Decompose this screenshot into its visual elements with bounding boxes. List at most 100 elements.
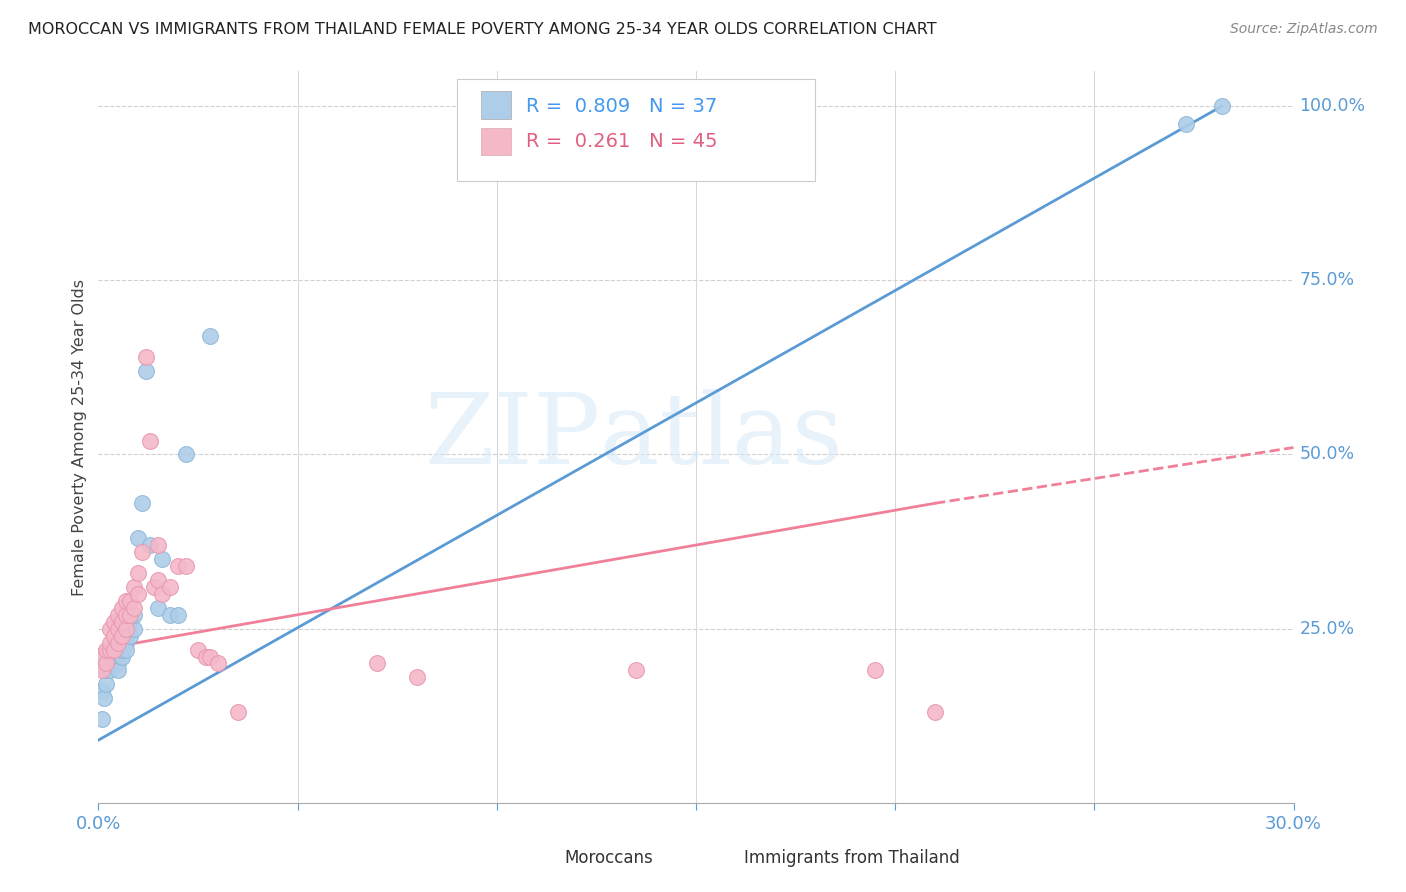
Point [103,649,125,664]
Text: R =  0.261   N = 45: R = 0.261 N = 45 [526,132,718,151]
Point [115,635,138,649]
Point [107,657,129,671]
Text: 25.0%: 25.0% [1299,620,1354,638]
Point [103,642,125,657]
FancyBboxPatch shape [457,78,815,181]
Point [93,649,115,664]
Point [96,657,118,671]
Point [198,649,221,664]
Point [135,364,157,378]
Point [90,712,112,726]
Point [150,552,173,566]
Point [115,642,138,657]
Text: R =  0.809   N = 37: R = 0.809 N = 37 [526,97,717,116]
Point [148,538,170,552]
Point [96,677,118,691]
Text: Source: ZipAtlas.com: Source: ZipAtlas.com [1230,22,1378,37]
Point [120,594,142,608]
Point [406,670,429,684]
Point [91,684,114,698]
Y-axis label: Female Poverty Among 25-34 Year Olds: Female Poverty Among 25-34 Year Olds [72,278,87,596]
Text: atlas: atlas [600,389,844,485]
Point [127,531,149,545]
Point [120,607,142,622]
Point [131,496,153,510]
Text: 50.0%: 50.0% [1299,445,1354,464]
Point [143,580,166,594]
Text: ZIP: ZIP [425,389,600,485]
Text: MOROCCAN VS IMMIGRANTS FROM THAILAND FEMALE POVERTY AMONG 25-34 YEAR OLDS CORREL: MOROCCAN VS IMMIGRANTS FROM THAILAND FEM… [28,22,936,37]
Point [924,705,946,719]
Point [167,607,190,622]
Point [96,642,118,657]
Point [174,448,197,462]
Point [98,649,122,664]
Text: 75.0%: 75.0% [1299,271,1354,289]
Point [131,545,153,559]
Point [115,594,138,608]
Point [865,664,887,678]
Point [111,642,134,657]
Point [107,635,129,649]
Point [174,558,197,573]
Point [107,607,129,622]
Point [91,664,114,678]
Point [111,629,134,643]
Point [124,607,146,622]
Point [115,607,138,622]
Point [139,434,162,448]
Point [111,600,134,615]
Text: Moroccans: Moroccans [565,848,654,867]
Point [1175,117,1198,131]
FancyBboxPatch shape [702,850,733,866]
Text: 100.0%: 100.0% [1299,97,1365,115]
Point [105,642,128,657]
Point [366,657,388,671]
Point [115,622,138,636]
Point [111,629,134,643]
Point [107,664,129,678]
Point [187,642,209,657]
Point [1211,99,1233,113]
Point [159,607,181,622]
Point [148,600,170,615]
Point [124,622,146,636]
Point [124,600,146,615]
Text: Immigrants from Thailand: Immigrants from Thailand [744,848,959,867]
Point [98,635,122,649]
Point [97,657,120,671]
Point [167,558,190,573]
Point [626,664,648,678]
Point [195,649,218,664]
Point [148,573,170,587]
Point [111,615,134,629]
Point [103,615,125,629]
Point [207,657,229,671]
Point [139,538,162,552]
Point [115,622,138,636]
Point [127,566,149,580]
Point [159,580,181,594]
Point [135,350,157,364]
FancyBboxPatch shape [481,92,510,119]
Point [98,642,122,657]
Point [107,642,129,657]
Point [101,657,124,671]
Point [124,580,146,594]
Point [111,649,134,664]
Point [103,629,125,643]
Point [120,629,142,643]
FancyBboxPatch shape [481,128,510,155]
Point [120,615,142,629]
FancyBboxPatch shape [523,850,553,866]
Point [226,705,249,719]
Point [98,664,122,678]
Point [103,635,125,649]
Point [150,587,173,601]
Point [198,329,221,343]
Point [107,622,129,636]
Point [98,622,122,636]
Point [96,664,118,678]
Point [93,691,115,706]
Point [127,587,149,601]
